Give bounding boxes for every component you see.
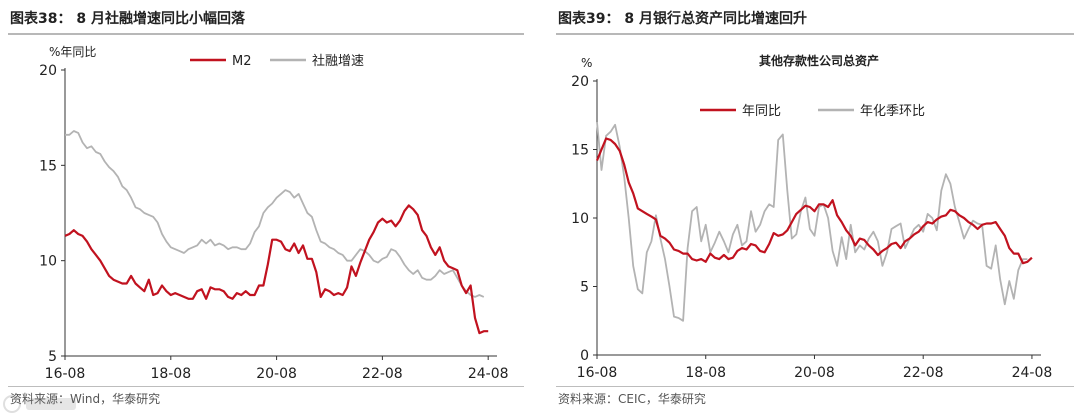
chart-title: 图表39： 8 月银行总资产同比增速回升 [558,11,807,27]
y-axis-label: %年同比 [49,45,96,59]
x-tick-label: 20-08 [794,365,835,381]
x-tick-label: 20-08 [256,366,297,382]
chart-panel-left: 图表38： 8 月社融增速同比小幅回落 5 10 15 20 16-08 18-08 20-… [0,0,530,419]
chart-title: 图表38： 8 月社融增速同比小幅回落 [10,11,245,27]
y-axis-label: % [581,56,592,70]
x-tick-label: 16-08 [577,365,618,381]
chart-subtitle: 其他存款性公司总资产 [759,53,879,68]
footer-divider [8,386,524,387]
y-tick-label: 20 [39,63,57,79]
source-note: 资料来源：Wind，华泰研究 [10,392,161,406]
series-line-1 [65,130,485,298]
y-tick-label: 15 [39,158,57,174]
source-note: 资料来源：CEIC，华泰研究 [558,392,706,406]
m2-tsf-line-chart: 5 10 15 20 16-08 18-08 20-08 22-08 24-08 %年同比 M2 社融… [39,45,509,382]
chart-panel-right: 图表39： 8 月银行总资产同比增速回升 0 5 10 15 20 16-08 18-08 2… [548,0,1080,419]
y-tick-label: 10 [39,254,57,270]
series-line-0 [595,137,1033,265]
footer-divider [556,386,1074,387]
x-tick-label: 24-08 [468,366,509,382]
legend-label: 年同比 [742,104,781,119]
y-tick-label: 10 [571,211,589,227]
title-divider [556,33,1074,35]
y-tick-label: 15 [571,143,589,159]
watermark-logo-icon [3,395,76,413]
x-tick-label: 24-08 [1012,365,1053,381]
legend-label: 年化季环比 [860,104,925,119]
y-tick-label: 5 [580,280,589,296]
legend-label: 社融增速 [312,53,364,69]
x-tick-label: 18-08 [150,366,191,382]
x-tick-label: 16-08 [45,366,86,382]
x-tick-label: 22-08 [903,365,944,381]
title-divider [8,33,524,35]
y-tick-label: 0 [580,348,589,364]
legend-label: M2 [232,54,252,69]
series-line-1 [596,122,1028,322]
x-tick-label: 22-08 [362,366,403,382]
series-line-0 [64,204,489,335]
y-tick-label: 5 [48,349,57,365]
x-tick-label: 18-08 [685,365,726,381]
y-tick-label: 20 [571,74,589,90]
bank-assets-line-chart: 0 5 10 15 20 16-08 18-08 20-08 22-08 24-08% 其他存款性公… [571,53,1053,381]
